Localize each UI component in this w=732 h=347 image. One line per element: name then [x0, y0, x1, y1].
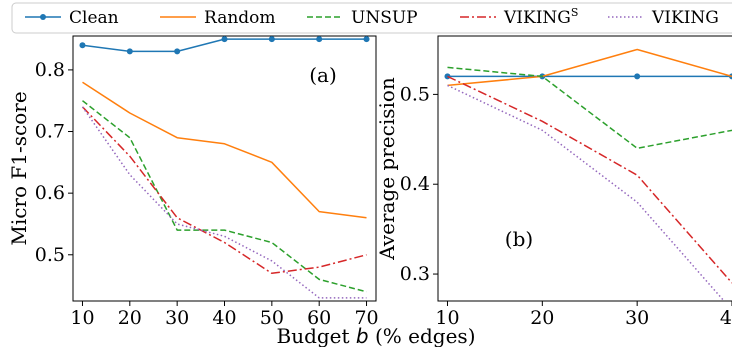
legend-item: VIKING	[608, 8, 719, 28]
series-line-viking	[81, 106, 367, 299]
series-line-viking	[447, 84, 726, 301]
data-point-clean	[174, 48, 181, 55]
series-line-random	[447, 48, 732, 87]
legend-label: Random	[204, 8, 276, 28]
data-point-clean	[316, 36, 323, 43]
x-tick-label: 20	[118, 307, 142, 329]
x-tick-label: 50	[260, 307, 284, 329]
x-tick-label: 10	[70, 307, 94, 329]
legend-item: UNSUP	[307, 8, 418, 28]
y-tick-label: 0.8	[35, 59, 65, 81]
data-point-clean	[126, 48, 133, 55]
series-line-unsup	[82, 100, 367, 293]
x-axis-label-var: b	[356, 324, 369, 347]
data-point-clean	[634, 73, 641, 80]
series-line-viking-s	[447, 75, 732, 284]
legend: Clean Random UNSUP VIKINGS VIKING	[11, 2, 732, 34]
panel-label-a: (a)	[309, 63, 337, 87]
x-axis-label-pre: Budget	[277, 324, 356, 347]
legend-item: Random	[160, 8, 276, 28]
shared-x-axis-label: Budget b (% edges)	[277, 324, 476, 347]
y-axis-label-b: Average precision	[375, 77, 399, 261]
x-tick-label: 40	[720, 307, 732, 329]
data-point-clean	[444, 73, 451, 80]
y-tick-label: 0.4	[400, 173, 430, 195]
legend-item: Clean	[25, 8, 119, 28]
data-point-clean	[79, 42, 86, 49]
series-line-unsup	[447, 66, 732, 150]
legend-label-superscript: S	[571, 6, 579, 19]
x-axis-label-post: (% edges)	[369, 324, 476, 347]
data-point-clean	[268, 36, 275, 43]
legend-label: VIKING	[651, 8, 719, 28]
legend-label: UNSUP	[351, 8, 418, 28]
y-axis-label-a: Micro F1-score	[7, 91, 31, 245]
series-line-random	[82, 81, 367, 219]
panel-b-frame	[437, 35, 732, 302]
series-group-b	[444, 48, 732, 301]
legend-label: VIKINGS	[503, 6, 578, 28]
y-tick-label: 0.5	[400, 83, 430, 105]
y-tick-label: 0.3	[400, 263, 430, 285]
x-tick-label: 30	[165, 307, 189, 329]
data-point-clean	[221, 36, 228, 43]
y-tick-label: 0.6	[35, 182, 65, 204]
legend-item: VIKINGS	[460, 6, 578, 28]
data-point-clean	[363, 36, 370, 43]
series-line-viking-s	[81, 106, 367, 275]
x-tick-label: 40	[212, 307, 236, 329]
x-tick-label: 20	[530, 307, 554, 329]
panel-label-b: (b)	[505, 227, 533, 251]
legend-frame	[11, 2, 732, 34]
y-tick-label: 0.5	[35, 244, 65, 266]
x-tick-label: 30	[625, 307, 649, 329]
series-group-a	[79, 36, 370, 299]
legend-label: Clean	[69, 8, 119, 28]
x-tick-label: 70	[354, 307, 378, 329]
x-tick-label: 10	[435, 307, 459, 329]
x-tick-label: 60	[307, 307, 331, 329]
y-tick-label: 0.7	[35, 121, 65, 143]
legend-marker	[40, 14, 46, 20]
